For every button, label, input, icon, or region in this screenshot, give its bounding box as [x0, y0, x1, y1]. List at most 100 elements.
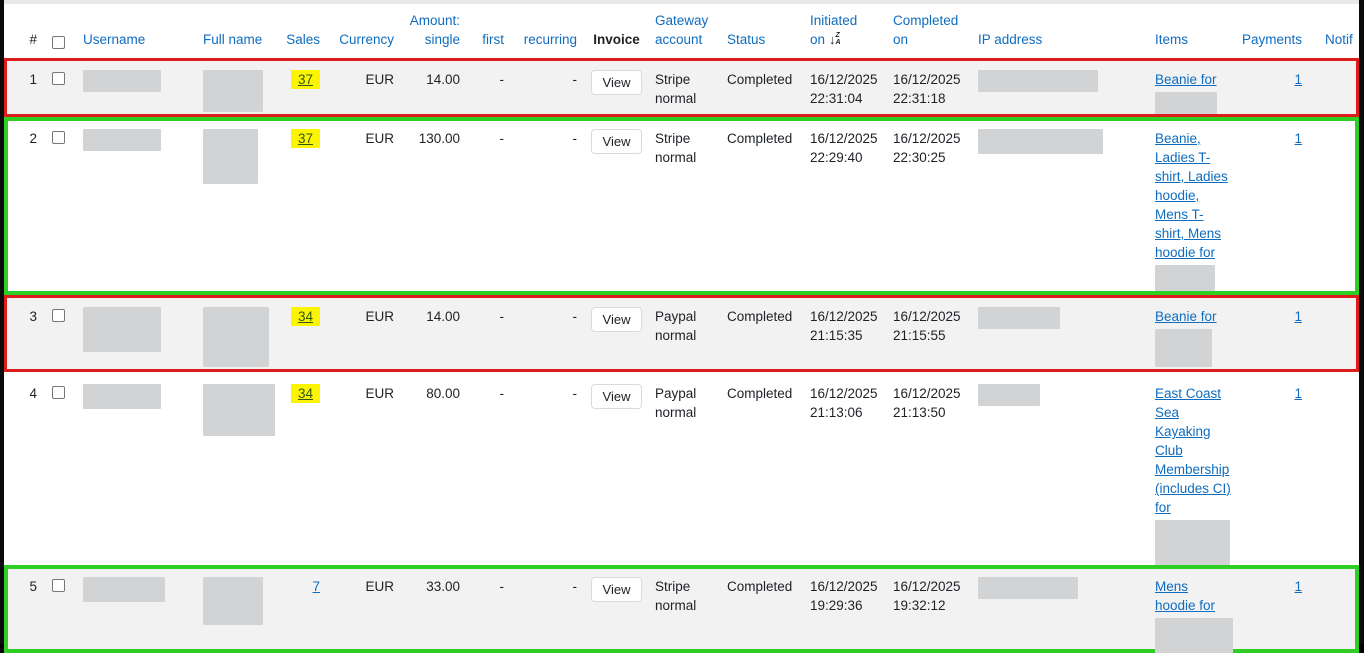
items-link[interactable]: Beanie for: [1155, 72, 1217, 87]
amount-recurring-value: -: [572, 309, 578, 324]
initiated-on: 16/12/2025 22:31:04: [810, 72, 878, 106]
column-header-sales[interactable]: Sales: [286, 32, 320, 47]
sales-link[interactable]: 37: [290, 129, 320, 148]
row-number: 1: [29, 72, 37, 87]
notifications-cell: [1310, 295, 1359, 372]
row-select-checkbox[interactable]: [52, 386, 65, 399]
table-row: 1 37 EUR 14.00 - - View Stripe normal Co…: [4, 58, 1359, 117]
sales-link[interactable]: 7: [312, 579, 320, 594]
payments-link[interactable]: 1: [1294, 386, 1302, 401]
items-link[interactable]: Beanie, Ladies T-shirt, Ladies hoodie, M…: [1155, 131, 1228, 260]
fullname-redacted: [203, 577, 263, 625]
fullname-redacted: [203, 129, 258, 184]
completed-on: 16/12/2025 19:32:12: [893, 579, 961, 613]
completed-on: 16/12/2025 21:13:50: [893, 386, 961, 420]
payments-link[interactable]: 1: [1294, 131, 1302, 146]
amount-first-value: -: [499, 309, 505, 324]
column-header-fullname[interactable]: Full name: [203, 32, 263, 47]
column-header-status[interactable]: Status: [727, 32, 766, 47]
items-user-redacted: [1155, 265, 1215, 291]
username-redacted: [83, 70, 161, 92]
currency-value: EUR: [365, 386, 394, 401]
ip-address-redacted: [978, 307, 1060, 329]
gateway-account: Paypal normal: [655, 309, 697, 343]
column-header-notifications[interactable]: Notif: [1325, 32, 1353, 47]
column-header-amount-single[interactable]: Amount: single: [409, 13, 460, 47]
column-header-num: #: [29, 32, 37, 47]
row-number: 3: [29, 309, 37, 324]
amount-single-value: 14.00: [426, 309, 460, 324]
column-header-initiated-on[interactable]: Initiated on ↓ Z A: [810, 13, 858, 47]
items-user-redacted: [1155, 618, 1233, 653]
row-select-checkbox[interactable]: [52, 579, 65, 592]
items-link[interactable]: East Coast Sea Kayaking Club Membership …: [1155, 386, 1231, 515]
status-value: Completed: [727, 579, 793, 594]
column-header-items[interactable]: Items: [1155, 32, 1189, 47]
payments-link[interactable]: 1: [1294, 579, 1302, 594]
sort-desc-icon[interactable]: ↓ Z A: [829, 32, 841, 47]
sales-link[interactable]: 34: [290, 307, 320, 326]
column-header-currency[interactable]: Currency: [339, 32, 394, 47]
select-all-checkbox[interactable]: [52, 36, 65, 49]
table-row: 4 34 EUR 80.00 - - View Paypal normal Co…: [4, 372, 1359, 565]
status-value: Completed: [727, 72, 793, 87]
column-header-amount-recurring[interactable]: recurring: [523, 32, 577, 47]
column-header-completed-on[interactable]: Completed on: [893, 13, 959, 47]
top-edge-strip: [4, 0, 1359, 4]
gateway-account: Stripe normal: [655, 72, 697, 106]
row-select-checkbox[interactable]: [52, 309, 65, 322]
sales-link[interactable]: 34: [290, 384, 320, 403]
payments-link[interactable]: 1: [1294, 72, 1302, 87]
initiated-on: 16/12/2025 22:29:40: [810, 131, 878, 165]
view-invoice-button[interactable]: View: [590, 307, 643, 332]
view-invoice-button[interactable]: View: [590, 129, 643, 154]
fullname-redacted: [203, 70, 263, 112]
notifications-cell: [1310, 372, 1359, 565]
currency-value: EUR: [365, 131, 394, 146]
amount-single-value: 33.00: [426, 579, 460, 594]
view-invoice-button[interactable]: View: [590, 577, 643, 602]
column-header-gateway-account[interactable]: Gateway account: [655, 13, 709, 47]
ip-address-redacted: [978, 70, 1098, 92]
amount-single-value: 14.00: [426, 72, 460, 87]
currency-value: EUR: [365, 72, 394, 87]
items-user-redacted: [1155, 520, 1230, 565]
column-header-select: [44, 4, 74, 58]
completed-on: 16/12/2025 21:15:55: [893, 309, 961, 343]
amount-first-value: -: [499, 131, 505, 146]
amount-recurring-value: -: [572, 72, 578, 87]
column-header-username[interactable]: Username: [83, 32, 146, 47]
items-link[interactable]: Beanie for: [1155, 309, 1217, 324]
items-user-redacted: [1155, 329, 1212, 367]
column-header-ip-address[interactable]: IP address: [978, 32, 1043, 47]
currency-value: EUR: [365, 309, 394, 324]
table-row: 3 34 EUR 14.00 - - View Paypal normal Co…: [4, 295, 1359, 372]
fullname-redacted: [203, 384, 275, 436]
items-link[interactable]: Mens hoodie for: [1155, 579, 1216, 613]
row-select-checkbox[interactable]: [52, 72, 65, 85]
table-row: 2 37 EUR 130.00 - - View Stripe normal C…: [4, 117, 1359, 295]
amount-recurring-value: -: [572, 131, 578, 146]
amount-recurring-value: -: [572, 386, 578, 401]
column-header-payments[interactable]: Payments: [1241, 32, 1302, 47]
table-header-row: # Username Full name Sales Currency Amou…: [4, 4, 1359, 58]
fullname-redacted: [203, 307, 269, 367]
amount-first-value: -: [499, 579, 505, 594]
amount-single-value: 130.00: [418, 131, 460, 146]
items-user-redacted: [1155, 92, 1217, 114]
view-invoice-button[interactable]: View: [590, 384, 643, 409]
initiated-on: 16/12/2025 21:13:06: [810, 386, 878, 420]
row-select-checkbox[interactable]: [52, 131, 65, 144]
row-number: 5: [29, 579, 37, 594]
status-value: Completed: [727, 131, 793, 146]
username-redacted: [83, 577, 165, 602]
sales-link[interactable]: 37: [290, 70, 320, 89]
payments-link[interactable]: 1: [1294, 309, 1302, 324]
status-value: Completed: [727, 309, 793, 324]
ip-address-redacted: [978, 129, 1103, 154]
view-invoice-button[interactable]: View: [590, 70, 643, 95]
gateway-account: Stripe normal: [655, 131, 697, 165]
ip-address-redacted: [978, 384, 1040, 406]
column-header-amount-first[interactable]: first: [482, 32, 504, 47]
